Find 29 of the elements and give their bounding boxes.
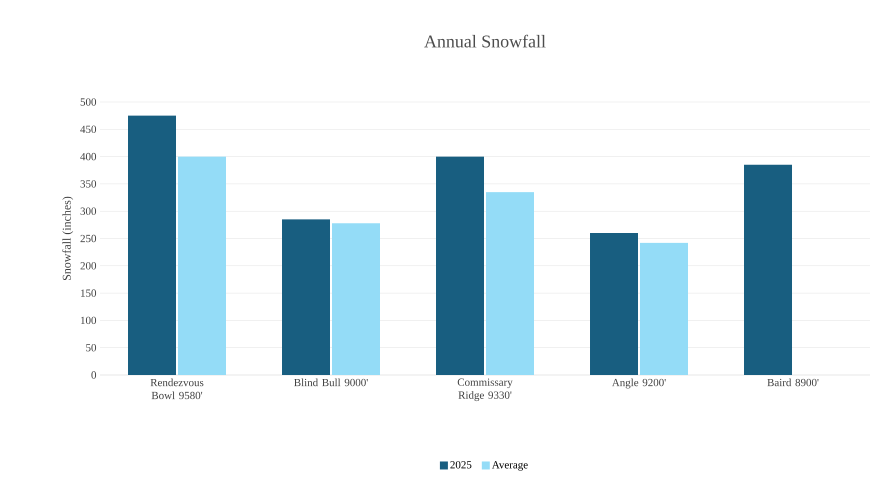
y-axis-title: Snowfall (inches) [62,196,74,280]
bar [332,223,380,375]
x-tick-label: Rendezvous Bowl 9580' [150,378,204,400]
legend-label: Average [492,461,528,471]
y-tick-label: 100 [81,316,96,324]
y-tick-label: 0 [91,371,96,379]
bar [486,192,534,375]
bar [640,242,688,375]
y-tick-label: 500 [80,98,96,106]
y-tick-label: 50 [86,344,96,352]
bar [590,233,638,375]
bar [744,164,792,375]
chart-title: Annual Snowfall [424,34,546,48]
y-tick-label: 400 [80,152,96,160]
bar [436,156,484,375]
y-tick-label: 250 [80,234,96,242]
x-tick-label: Blind Bull 9000' [294,378,368,386]
y-tick-label: 150 [81,289,96,297]
y-tick-label: 350 [80,180,96,188]
x-tick-label: Commissary Ridge 9330' [458,378,513,402]
bar [282,219,330,375]
y-tick-label: 300 [80,208,96,215]
y-tick-label: 450 [80,126,96,134]
bar [128,116,176,375]
legend-label: 2025 [450,461,472,468]
bar [178,156,226,375]
x-tick-label: Angle 9200' [612,378,666,388]
x-tick-label: Baird 8900' [767,378,818,386]
y-tick-label: 200 [80,262,96,270]
